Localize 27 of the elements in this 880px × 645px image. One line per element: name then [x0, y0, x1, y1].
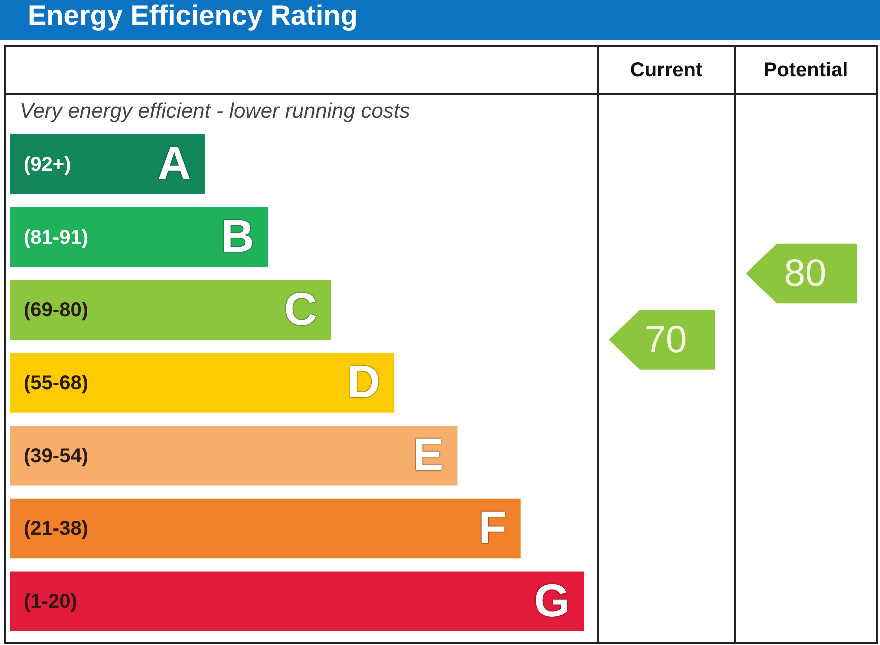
annotation: (1-20) — [24, 591, 78, 614]
annotation: (92+) — [24, 154, 72, 176]
bar — [10, 498, 521, 559]
y-tick-label: E — [413, 428, 444, 481]
y-tick-label: A — [158, 137, 192, 190]
annotation: (81-91) — [24, 226, 88, 249]
bar — [10, 353, 395, 413]
annotation: (39-54) — [24, 445, 88, 468]
bar — [10, 572, 584, 632]
bar — [10, 426, 458, 486]
bar — [10, 134, 206, 194]
bar — [10, 207, 268, 268]
text: 80 — [784, 253, 827, 296]
y-tick-label: B — [221, 210, 254, 262]
bar — [10, 280, 332, 340]
annotation: (55-68) — [24, 372, 88, 395]
text: Very energy efficient - lower running costs — [20, 100, 411, 123]
annotation: (21-38) — [24, 518, 88, 540]
text: Potential — [764, 60, 848, 82]
y-tick-label: D — [347, 356, 381, 408]
y-tick-label: C — [284, 282, 318, 335]
text: Current — [630, 60, 703, 82]
y-tick-label: G — [534, 574, 570, 626]
annotation: (69-80) — [24, 300, 88, 322]
y-tick-label: F — [478, 501, 507, 554]
text: 70 — [644, 319, 688, 362]
chart-title: Energy Efficiency Rating — [0, 0, 880, 40]
